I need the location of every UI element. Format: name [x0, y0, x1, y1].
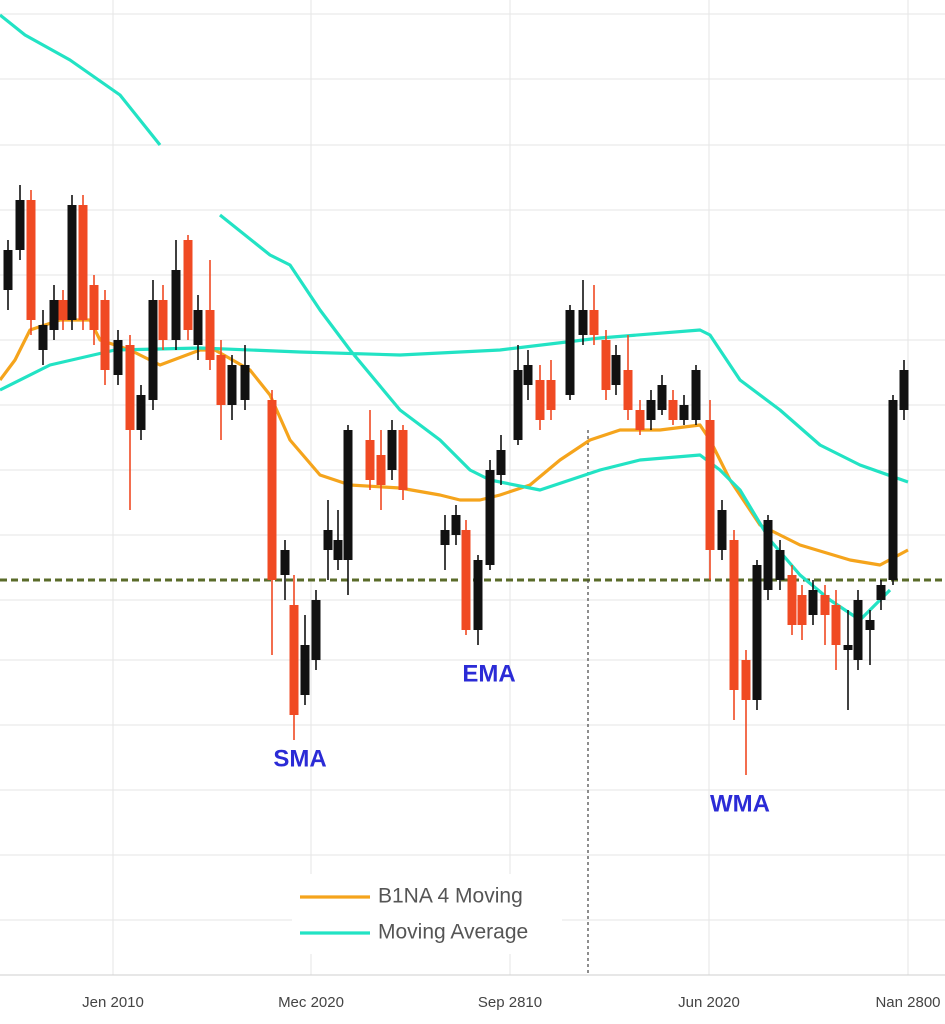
candle-body — [578, 310, 588, 335]
candle-body — [691, 370, 701, 420]
candle-body — [473, 560, 483, 630]
candle-body — [741, 660, 751, 700]
candle-body — [646, 400, 656, 420]
candle-body — [705, 420, 715, 550]
grid — [0, 0, 945, 975]
candle-body — [865, 620, 875, 630]
candle-body — [820, 595, 830, 615]
candle-body — [216, 355, 226, 405]
x-tick-label: Mec 2020 — [278, 994, 344, 1011]
candle-body — [300, 645, 310, 695]
candle-body — [611, 355, 621, 385]
candle-body — [78, 205, 88, 320]
candle-body — [136, 395, 146, 430]
candle-body — [876, 585, 886, 600]
candle-body — [843, 645, 853, 650]
x-tick-labels: Jen 2010 Mec 2020 Sep 2810 Jun 2020 Nan 2800 — [82, 994, 940, 1011]
candle-body — [461, 530, 471, 630]
candle-body — [589, 310, 599, 335]
candle-body — [333, 540, 343, 560]
candle-body — [888, 400, 898, 580]
candle-body — [729, 540, 739, 690]
candle-body — [398, 430, 408, 490]
candle-body — [546, 380, 556, 410]
candle-body — [535, 380, 545, 420]
candle-body — [148, 300, 158, 400]
candle-body — [158, 300, 168, 340]
legend-box — [292, 874, 562, 954]
candle-body — [193, 310, 203, 345]
candle-body — [635, 410, 645, 430]
candle-body — [49, 300, 59, 330]
moving-averages — [0, 13, 909, 622]
candle-body — [183, 240, 193, 330]
x-tick-label: Nan 2800 — [875, 994, 940, 1011]
candle-body — [668, 400, 678, 420]
x-tick-label: Jen 2010 — [82, 994, 144, 1011]
candle-body — [496, 450, 506, 475]
candle-body — [3, 250, 13, 290]
candle-body — [763, 520, 773, 590]
candle-body — [485, 470, 495, 565]
candle-body — [171, 270, 181, 340]
candle-body — [280, 550, 290, 575]
candle-body — [831, 605, 841, 645]
candle-body — [679, 405, 689, 420]
candle-body — [125, 345, 135, 430]
candle-body — [205, 310, 215, 360]
annotation: EMA — [462, 660, 515, 687]
candle-body — [58, 300, 68, 320]
annotation: SMA — [273, 745, 326, 772]
candle-body — [523, 365, 533, 385]
legend-label: Moving Average — [378, 921, 528, 944]
candle-body — [787, 575, 797, 625]
candle-body — [657, 385, 667, 410]
candle-body — [775, 550, 785, 580]
candle-body — [15, 200, 25, 250]
candle-body — [89, 285, 99, 330]
ma-line — [0, 318, 909, 567]
candle-body — [67, 205, 77, 320]
candle-body — [376, 455, 386, 485]
candle-body — [623, 370, 633, 410]
annotation: WMA — [710, 790, 770, 817]
candle-body — [227, 365, 237, 405]
candle-body — [565, 310, 575, 395]
candle-body — [451, 515, 461, 535]
candle-body — [343, 430, 353, 560]
candle-body — [26, 200, 36, 320]
candle-body — [797, 595, 807, 625]
candle-body — [365, 440, 375, 480]
candles — [3, 185, 909, 775]
candle-body — [387, 430, 397, 470]
candle-body — [853, 600, 863, 660]
candle-body — [808, 590, 818, 615]
candle-body — [601, 340, 611, 390]
candle-body — [289, 605, 299, 715]
legend-label: B1NA 4 Moving — [378, 885, 523, 908]
candle-body — [323, 530, 333, 550]
candle-body — [240, 365, 250, 400]
candle-body — [311, 600, 321, 660]
candle-body — [752, 565, 762, 700]
candle-body — [440, 530, 450, 545]
legend: B1NA 4 Moving Moving Average — [292, 874, 562, 954]
candle-body — [513, 370, 523, 440]
candle-body — [113, 340, 123, 375]
ma-line — [0, 13, 909, 622]
candle-body — [267, 400, 277, 580]
x-tick-label: Sep 2810 — [478, 994, 542, 1011]
candle-body — [100, 300, 110, 370]
candle-body — [899, 370, 909, 410]
x-tick-label: Jun 2020 — [678, 994, 740, 1011]
candle-body — [38, 325, 48, 350]
candle-body — [717, 510, 727, 550]
